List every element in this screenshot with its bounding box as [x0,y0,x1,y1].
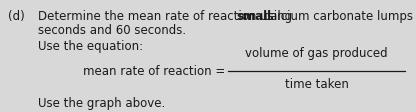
Text: mean rate of reaction =: mean rate of reaction = [83,65,225,78]
Text: Use the graph above.: Use the graph above. [38,96,165,109]
Text: (d): (d) [8,10,25,23]
Text: small: small [236,10,271,23]
Text: volume of gas produced: volume of gas produced [245,47,388,59]
Text: seconds and 60 seconds.: seconds and 60 seconds. [38,24,186,37]
Text: calcium carbonate lumps between 0: calcium carbonate lumps between 0 [260,10,416,23]
Text: Use the equation:: Use the equation: [38,40,143,53]
Text: time taken: time taken [285,77,349,90]
Text: Determine the mean rate of reaction using: Determine the mean rate of reaction usin… [38,10,296,23]
